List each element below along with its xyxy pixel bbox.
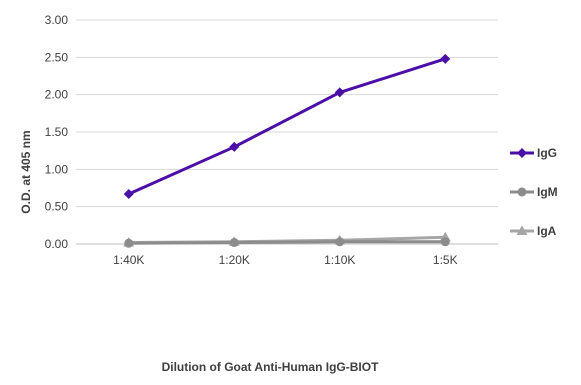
series-line — [128, 240, 446, 245]
y-tick-label: 0.50 — [45, 200, 69, 214]
legend-label: IgM — [537, 185, 558, 199]
legend-label: IgG — [537, 146, 557, 160]
y-tick-label: 2.00 — [45, 88, 69, 102]
data-point — [335, 237, 345, 247]
gridlines — [76, 19, 498, 245]
series-line — [128, 57, 446, 196]
data-point — [334, 87, 345, 98]
legend-marker — [517, 187, 527, 197]
legend-item-iga: IgA — [510, 224, 557, 238]
data-point — [229, 238, 239, 248]
y-tick-label: 2.50 — [45, 50, 69, 64]
data-point — [123, 188, 134, 199]
x-tick-label: 1:10K — [324, 253, 355, 267]
y-tick-label: 1.50 — [45, 125, 69, 139]
series-igg — [123, 53, 451, 199]
x-axis-title: Dilution of Goat Anti-Human IgG-BIOT — [162, 360, 380, 374]
data-point — [229, 141, 240, 152]
x-tick-label: 1:40K — [113, 253, 144, 267]
legend-item-igg: IgG — [510, 146, 557, 160]
y-axis-tick-labels: 0.00 0.50 1.00 1.50 2.00 2.50 3.00 — [45, 13, 69, 251]
data-point — [124, 238, 134, 248]
y-tick-label: 0.00 — [45, 237, 69, 251]
y-tick-label: 1.00 — [45, 162, 69, 176]
x-tick-label: 1:20K — [219, 253, 250, 267]
legend-label: IgA — [537, 224, 557, 238]
x-tick-label: 1:5K — [433, 253, 458, 267]
legend: IgG IgM IgA — [510, 146, 558, 238]
data-point — [440, 237, 450, 247]
y-tick-label: 3.00 — [45, 13, 69, 27]
series-igm — [124, 237, 450, 248]
series-layer — [123, 53, 451, 248]
y-axis-title: O.D. at 405 nm — [19, 130, 33, 213]
legend-item-igm: IgM — [510, 185, 558, 199]
legend-marker — [517, 148, 527, 158]
x-axis-tick-labels: 1:40K 1:20K 1:10K 1:5K — [113, 253, 458, 267]
legend-marker — [516, 225, 528, 235]
data-point — [440, 53, 451, 64]
